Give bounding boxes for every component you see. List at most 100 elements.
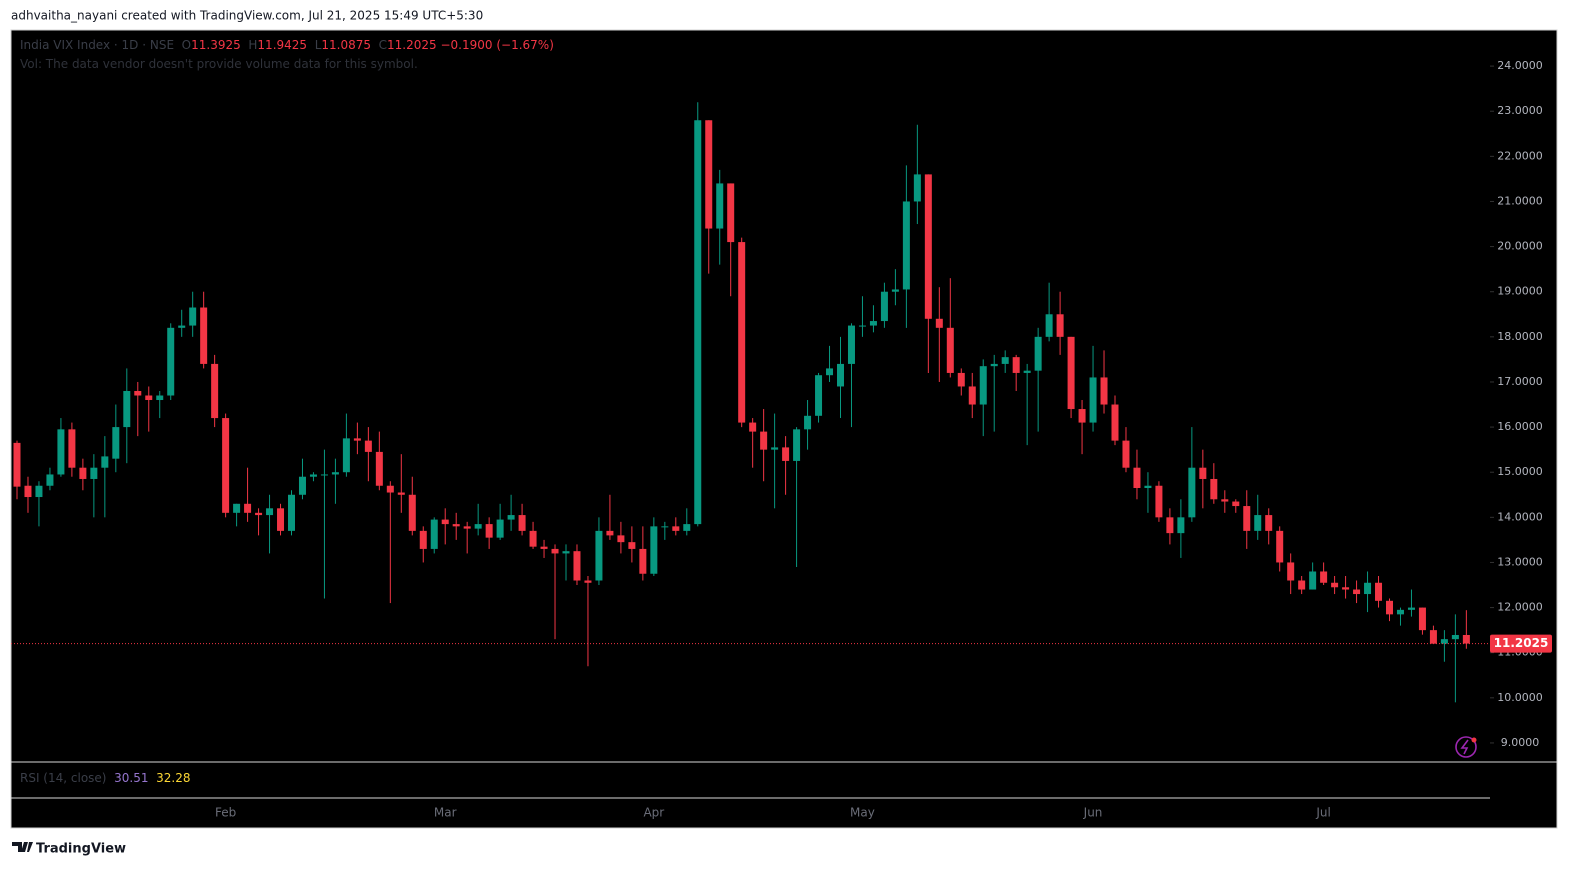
candle-body — [1144, 485, 1152, 489]
brand-logo — [12, 842, 33, 852]
candle-body — [1298, 580, 1306, 590]
y-tick-label: 14.0000 — [1497, 510, 1543, 523]
y-tick-label: 16.0000 — [1497, 420, 1543, 433]
candle-body — [1451, 634, 1459, 640]
candle-body — [134, 390, 142, 396]
candle-body — [869, 321, 877, 326]
candle-body — [1418, 607, 1426, 631]
candle-body — [793, 429, 801, 461]
candle-body — [1342, 587, 1350, 590]
candle-body — [298, 476, 306, 495]
candle-body — [617, 535, 625, 543]
change: −0.1900 (−1.67%) — [440, 38, 554, 52]
y-tick-label: 21.0000 — [1497, 194, 1543, 207]
candle-body — [606, 530, 614, 536]
candle-body — [1034, 336, 1042, 371]
x-tick-label: Jun — [1083, 806, 1103, 820]
y-tick-label: 23.0000 — [1497, 104, 1543, 117]
candle-body — [562, 551, 570, 554]
legend-value: 11.0875 — [321, 38, 371, 52]
candle-body — [364, 440, 372, 452]
candle-body — [430, 519, 438, 549]
y-tick-label: 10.0000 — [1497, 691, 1543, 704]
candle-body — [200, 307, 208, 364]
candle-body — [68, 429, 76, 468]
candle-body — [1199, 467, 1207, 479]
candle-body — [496, 519, 504, 538]
candle-body — [1243, 506, 1251, 531]
candle-body — [255, 512, 263, 516]
candle-body — [112, 427, 120, 459]
candle-body — [1462, 634, 1470, 644]
candle-body — [178, 325, 186, 328]
candle-body — [727, 183, 735, 243]
attribution: adhvaitha_nayani created with TradingVie… — [11, 9, 483, 23]
candle-body — [1067, 336, 1075, 410]
candle-body — [804, 415, 812, 430]
candle-body — [551, 548, 559, 554]
y-tick-label: 12.0000 — [1497, 601, 1543, 614]
x-tick-label: Mar — [434, 806, 457, 820]
candle-body — [694, 120, 702, 525]
candle-body — [222, 418, 230, 513]
candle-body — [782, 447, 790, 461]
candle-body — [979, 366, 987, 405]
y-tick-label: 19.0000 — [1497, 285, 1543, 298]
candle-body — [1331, 582, 1339, 588]
candle-body — [672, 526, 680, 531]
candle-body — [518, 515, 526, 531]
candle-body — [463, 526, 471, 529]
candle-body — [1166, 517, 1174, 534]
rsi-value: 32.28 — [156, 771, 191, 785]
last-price-box — [1490, 634, 1552, 653]
candle-body — [145, 395, 153, 401]
candle-body — [419, 530, 427, 549]
alert-icon[interactable] — [1455, 736, 1477, 758]
candle-body — [189, 307, 197, 326]
candle-body — [1320, 571, 1328, 583]
candle-body — [1056, 314, 1064, 337]
x-tick-label: Apr — [643, 806, 664, 820]
candle-body — [277, 508, 285, 531]
candle-body — [101, 456, 109, 468]
candle-body — [1276, 530, 1284, 563]
candle-body — [771, 447, 779, 450]
candle-body — [1155, 485, 1163, 518]
legend-letter: C — [378, 38, 388, 52]
chart-background — [10, 29, 1558, 829]
candle-body — [386, 485, 394, 493]
candle-body — [474, 524, 482, 529]
candle-body — [760, 431, 768, 450]
candle-body — [913, 174, 921, 202]
candle-body — [847, 325, 855, 364]
brand: TradingView — [36, 842, 126, 857]
candle-body — [1287, 562, 1295, 581]
y-tick-label: 18.0000 — [1497, 330, 1543, 343]
candle-body — [1353, 589, 1361, 595]
rsi-legend: RSI (14, close) 30.51 32.28 — [20, 771, 190, 785]
candle-body — [1111, 404, 1119, 441]
candle-body — [738, 242, 746, 423]
candle-body — [375, 451, 383, 486]
candle-body — [288, 494, 295, 531]
candle-body — [1177, 517, 1185, 534]
candle-body — [1396, 609, 1404, 615]
candle-body — [584, 580, 592, 583]
candle-body — [826, 368, 834, 376]
candle-body — [79, 467, 87, 479]
candle-body — [1188, 467, 1196, 518]
candle-body — [891, 289, 899, 292]
candle-body — [24, 485, 32, 498]
legend: India VIX Index · 1D · NSE O11.3925 H11.… — [20, 38, 554, 52]
candle-body — [946, 327, 954, 373]
candle-body — [1012, 357, 1020, 373]
x-tick-label: Feb — [215, 806, 236, 820]
candle-body — [452, 524, 460, 527]
candle-body — [353, 438, 361, 441]
candle-body — [935, 318, 943, 328]
candle-body — [1309, 571, 1317, 590]
candle-body — [749, 422, 757, 432]
candle-body — [1045, 314, 1053, 337]
candle-body — [990, 363, 998, 367]
